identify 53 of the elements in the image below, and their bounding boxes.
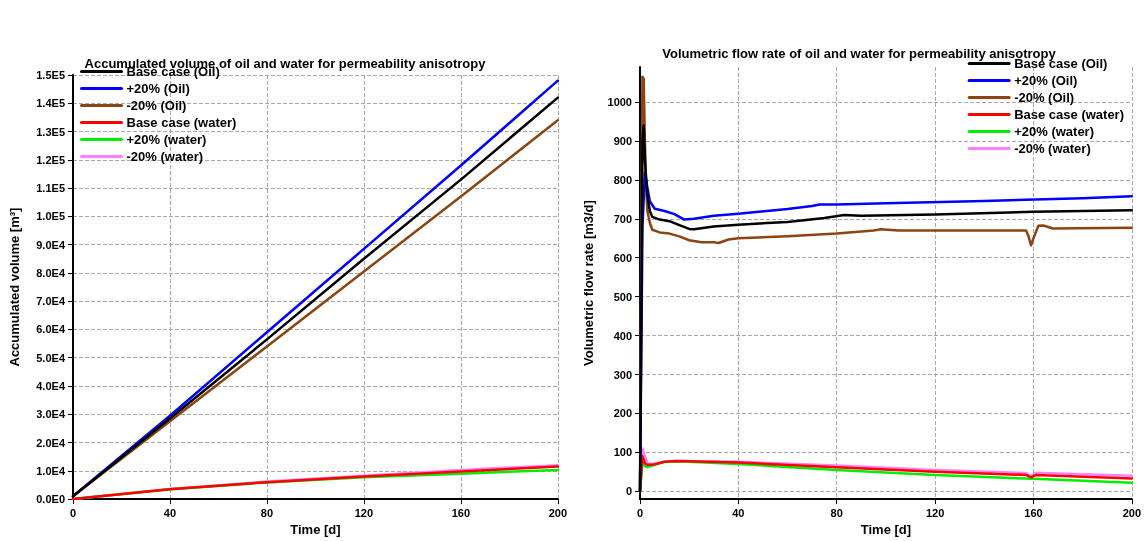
legend-label: +20% (Oil) bbox=[126, 81, 190, 96]
y-tick-label: 1.5E5 bbox=[36, 69, 65, 81]
legend-label: +20% (water) bbox=[1014, 124, 1094, 139]
x-tick-label: 0 bbox=[69, 506, 77, 519]
x-tick-label: 80 bbox=[260, 506, 274, 519]
legend-label: +20% (Oil) bbox=[1014, 73, 1078, 88]
x-tick-label: 0 bbox=[636, 506, 644, 519]
y-tick-label: 1.0E5 bbox=[36, 210, 65, 223]
y-tick-label: 1.0E4 bbox=[36, 464, 66, 477]
y-tick-label: 2.0E4 bbox=[36, 436, 66, 449]
x-tick-label: 40 bbox=[163, 506, 177, 519]
y-tick-label: 1.3E5 bbox=[36, 125, 65, 138]
x-tick-label: 160 bbox=[1024, 506, 1043, 519]
y-axis-title: Accumulated volume [m³] bbox=[7, 207, 22, 367]
x-tick-label: 120 bbox=[354, 506, 374, 519]
y-tick-label: 7.0E4 bbox=[36, 295, 66, 308]
y-tick-label: 900 bbox=[613, 134, 632, 147]
legend-label: -20% (water) bbox=[1014, 141, 1091, 156]
y-tick-label: 1000 bbox=[607, 96, 632, 109]
legend-label: -20% (water) bbox=[126, 149, 204, 164]
x-tick-label: 40 bbox=[732, 506, 745, 519]
x-tick-label: 200 bbox=[548, 506, 567, 519]
y-tick-label: 3.0E4 bbox=[36, 408, 66, 421]
legend-label: -20% (Oil) bbox=[1014, 90, 1075, 105]
y-tick-label: 4.0E4 bbox=[36, 380, 66, 393]
legend-label: +20% (water) bbox=[126, 132, 207, 147]
y-tick-label: 600 bbox=[613, 251, 632, 264]
y-tick-label: 9.0E4 bbox=[36, 238, 66, 251]
x-tick-label: 200 bbox=[1122, 506, 1141, 519]
legend-label: -20% (Oil) bbox=[126, 98, 187, 113]
y-tick-label: 0.0E0 bbox=[36, 493, 65, 506]
y-tick-label: 1.2E5 bbox=[36, 153, 65, 166]
y-tick-label: 8.0E4 bbox=[36, 266, 66, 279]
y-tick-label: 1.4E5 bbox=[36, 97, 65, 110]
x-tick-label: 160 bbox=[451, 506, 471, 519]
y-tick-label: 100 bbox=[613, 446, 632, 459]
x-tick-label: 120 bbox=[925, 506, 945, 519]
x-axis-title: Time [d] bbox=[860, 522, 912, 537]
y-tick-label: 6.0E4 bbox=[36, 323, 66, 336]
x-tick-label: 80 bbox=[830, 506, 843, 519]
y-tick-label: 300 bbox=[613, 368, 632, 381]
y-tick-label: 0 bbox=[625, 485, 632, 498]
legend-label: Base case (water) bbox=[1014, 107, 1124, 122]
y-tick-label: 500 bbox=[613, 290, 632, 303]
legend-label: Base case (water) bbox=[126, 115, 237, 130]
y-tick-label: 5.0E4 bbox=[36, 351, 66, 364]
y-tick-label: 400 bbox=[613, 329, 632, 342]
y-tick-label: 200 bbox=[613, 407, 632, 420]
x-axis-title: Time [d] bbox=[290, 522, 341, 537]
y-tick-label: 800 bbox=[613, 173, 632, 186]
y-axis-title: Volumetric flow rate [m3/d] bbox=[581, 200, 596, 366]
y-tick-label: 1.1E5 bbox=[36, 182, 65, 195]
y-tick-label: 700 bbox=[613, 212, 632, 225]
